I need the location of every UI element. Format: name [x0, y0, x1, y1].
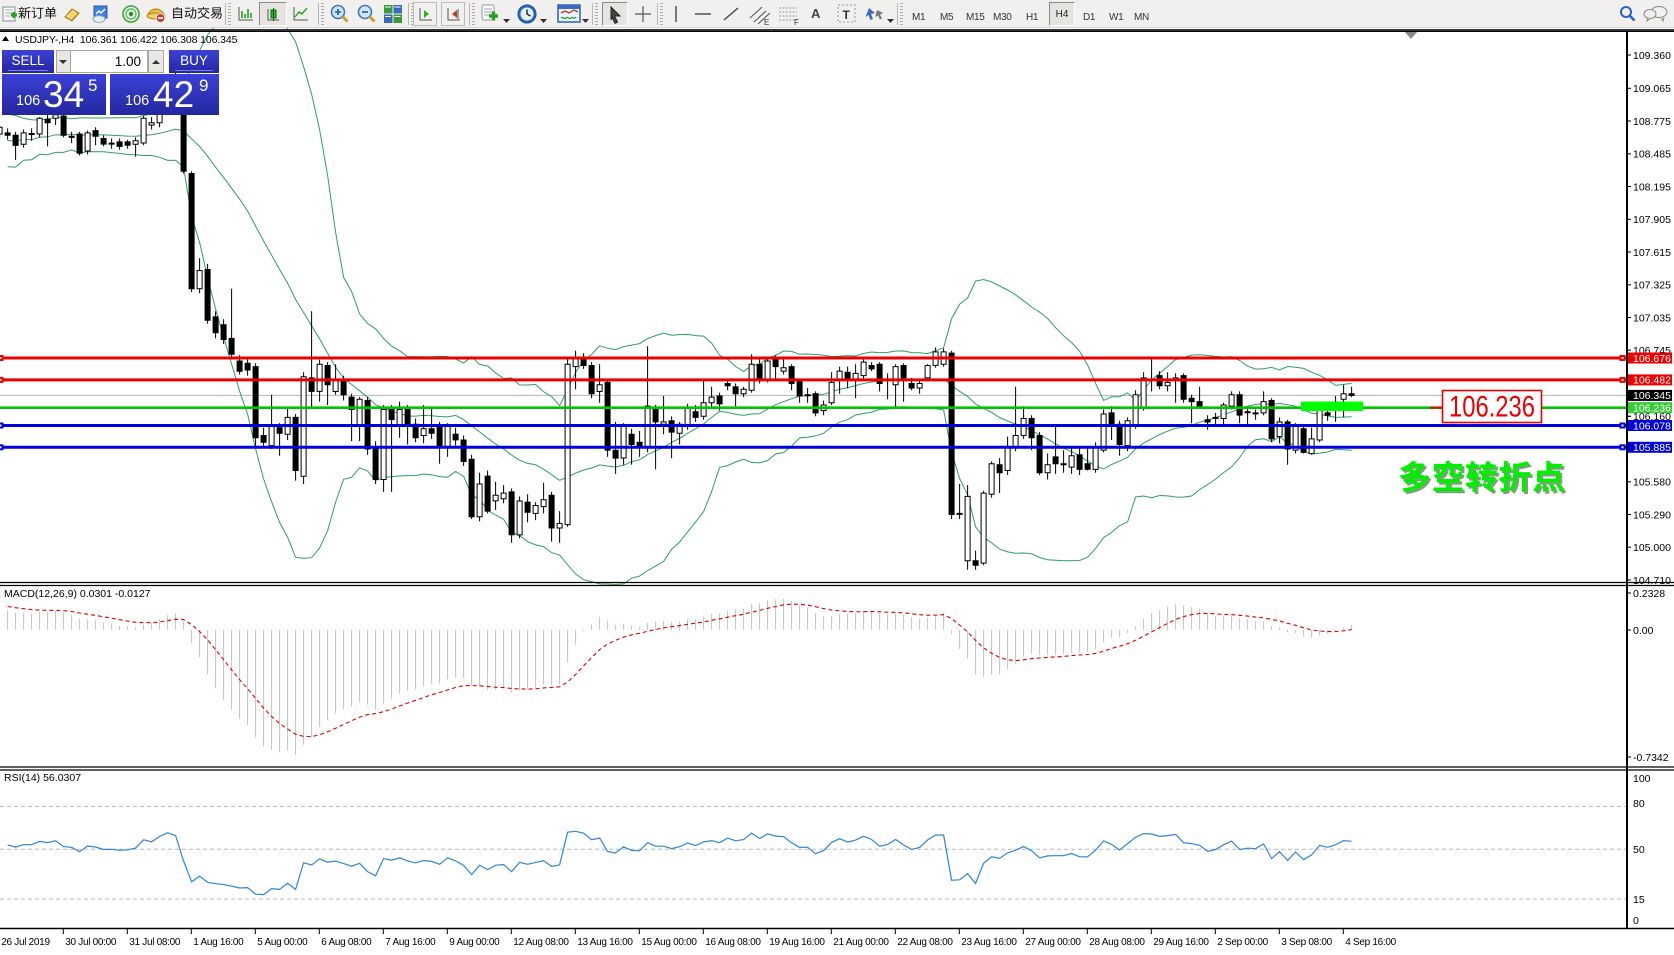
svg-text:E: E: [764, 18, 769, 26]
svg-text:22 Aug 08:00: 22 Aug 08:00: [897, 937, 953, 948]
svg-text:106.078: 106.078: [1633, 420, 1671, 432]
svg-text:28 Aug 08:00: 28 Aug 08:00: [1089, 937, 1145, 948]
svg-text:0: 0: [1633, 915, 1639, 927]
svg-text:108.775: 108.775: [1633, 116, 1671, 128]
svg-text:7 Aug 16:00: 7 Aug 16:00: [385, 937, 436, 948]
svg-text:100: 100: [1633, 773, 1651, 785]
svg-text:106.236: 106.236: [1633, 403, 1671, 415]
svg-text:T: T: [843, 8, 851, 22]
svg-text:9 Aug 00:00: 9 Aug 00:00: [449, 937, 500, 948]
svg-text:0.00: 0.00: [1633, 625, 1654, 637]
svg-text:1 Aug 16:00: 1 Aug 16:00: [193, 937, 244, 948]
svg-text:-0.7342: -0.7342: [1633, 752, 1669, 764]
svg-text:80: 80: [1633, 798, 1645, 810]
svg-text:108.485: 108.485: [1633, 149, 1671, 161]
svg-text:RSI(14) 56.0307: RSI(14) 56.0307: [4, 772, 81, 784]
svg-text:6 Aug 08:00: 6 Aug 08:00: [321, 937, 372, 948]
svg-text:2 Sep 00:00: 2 Sep 00:00: [1217, 937, 1268, 948]
svg-text:106.236: 106.236: [1449, 391, 1535, 424]
svg-text:27 Aug 00:00: 27 Aug 00:00: [1025, 937, 1081, 948]
svg-text:4 Sep 16:00: 4 Sep 16:00: [1345, 937, 1396, 948]
svg-text:MACD(12,26,9) 0.0301 -0.0127: MACD(12,26,9) 0.0301 -0.0127: [4, 588, 151, 600]
svg-text:5 Aug 00:00: 5 Aug 00:00: [257, 937, 308, 948]
svg-text:105.290: 105.290: [1633, 509, 1671, 521]
svg-text:21 Aug 00:00: 21 Aug 00:00: [833, 937, 889, 948]
svg-text:106.482: 106.482: [1633, 375, 1671, 387]
svg-text:USDJPY-,H4 106.361 106.422 10: USDJPY-,H4 106.361 106.422 106.308 106.3…: [15, 34, 238, 46]
svg-text:30 Jul 00:00: 30 Jul 00:00: [65, 937, 117, 948]
svg-text:12 Aug 08:00: 12 Aug 08:00: [513, 937, 569, 948]
svg-text:23 Aug 16:00: 23 Aug 16:00: [961, 937, 1017, 948]
svg-text:26 Jul 2019: 26 Jul 2019: [1, 937, 50, 948]
svg-text:109.360: 109.360: [1633, 50, 1671, 62]
svg-text:109.065: 109.065: [1633, 83, 1671, 95]
svg-text:107.615: 107.615: [1633, 247, 1671, 259]
svg-text:107.905: 107.905: [1633, 214, 1671, 226]
svg-text:107.325: 107.325: [1633, 280, 1671, 292]
svg-text:50: 50: [1633, 844, 1645, 856]
svg-text:F: F: [794, 18, 799, 26]
svg-text:15 Aug 00:00: 15 Aug 00:00: [641, 937, 697, 948]
svg-text:0.2328: 0.2328: [1633, 588, 1665, 600]
svg-text:105.580: 105.580: [1633, 477, 1671, 489]
svg-text:104.710: 104.710: [1633, 575, 1671, 587]
svg-text:106.676: 106.676: [1633, 353, 1671, 365]
svg-text:31 Jul 08:00: 31 Jul 08:00: [129, 937, 181, 948]
svg-text:13 Aug 16:00: 13 Aug 16:00: [577, 937, 633, 948]
svg-text:16 Aug 08:00: 16 Aug 08:00: [705, 937, 761, 948]
svg-text:15: 15: [1633, 894, 1645, 906]
svg-text:106.345: 106.345: [1633, 390, 1671, 402]
svg-text:29 Aug 16:00: 29 Aug 16:00: [1153, 937, 1209, 948]
svg-text:105.885: 105.885: [1633, 442, 1671, 454]
svg-text:107.035: 107.035: [1633, 312, 1671, 324]
svg-text:19 Aug 16:00: 19 Aug 16:00: [769, 937, 825, 948]
svg-text:3 Sep 08:00: 3 Sep 08:00: [1281, 937, 1332, 948]
svg-text:108.195: 108.195: [1633, 181, 1671, 193]
svg-text:105.000: 105.000: [1633, 542, 1671, 554]
